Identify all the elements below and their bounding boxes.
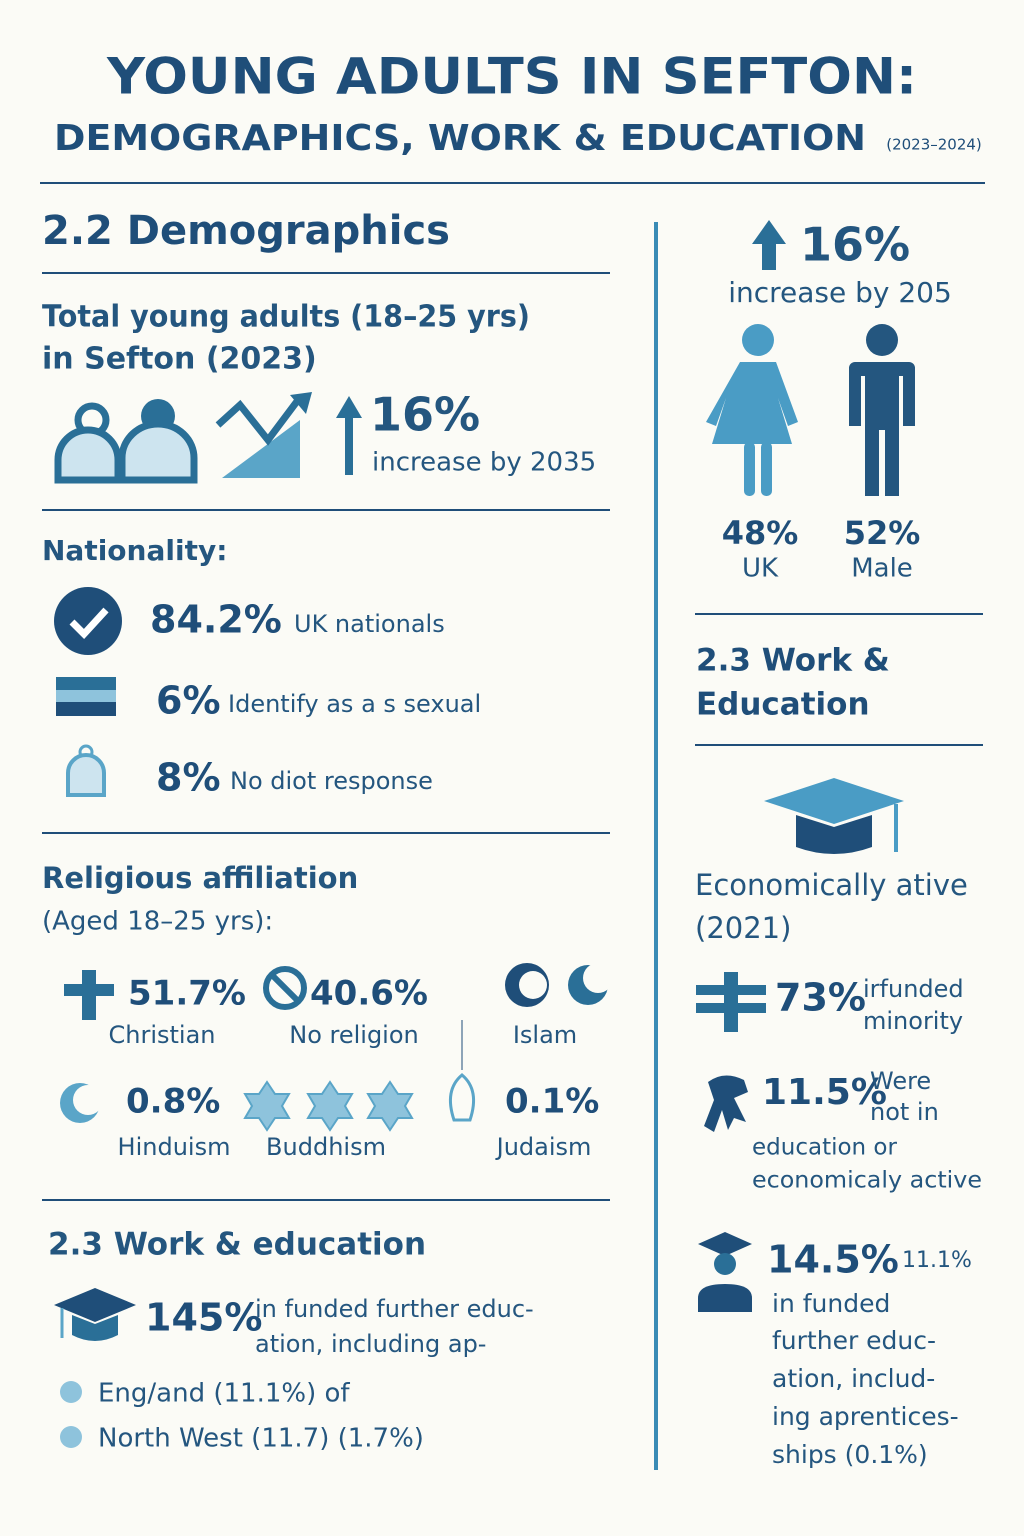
male-icon	[849, 324, 915, 496]
line: Were	[870, 1067, 931, 1095]
label: UK	[742, 554, 779, 584]
heading: 2.3 Work & education	[48, 1227, 426, 1263]
years: (2023–2024)	[886, 136, 982, 154]
subtitle: DEMOGRAPHICS, WORK & EDUCATION	[54, 118, 866, 159]
line: ation, including ap-	[255, 1330, 486, 1358]
stat-label: increase by 205	[728, 276, 952, 309]
extra: 11.1%	[902, 1248, 972, 1273]
label: Buddhism	[266, 1133, 386, 1161]
arrow-icon	[336, 396, 362, 475]
label: in Sefton (2023)	[42, 342, 317, 377]
line: in funded	[772, 1289, 890, 1318]
label: Total young adults (18–25 yrs)	[42, 300, 530, 335]
label: Male	[851, 554, 913, 584]
value: 51.7%	[128, 974, 246, 1014]
bullet: North West (11.7) (1.7%)	[98, 1424, 424, 1454]
title: YOUNG ADULTS IN SEFTON:	[106, 48, 917, 106]
label: Judaism	[495, 1133, 592, 1161]
value: 14.5%	[767, 1238, 899, 1282]
label: No diot response	[230, 767, 433, 795]
label: Economically ative	[695, 868, 968, 902]
label: Islam	[513, 1021, 577, 1049]
label: (2021)	[695, 911, 791, 945]
line: education or	[752, 1135, 898, 1161]
line: ing aprentices-	[772, 1402, 959, 1431]
bell-icon	[66, 744, 106, 797]
stat: 145%	[145, 1296, 262, 1340]
growth-icon	[215, 392, 312, 478]
check-icon	[54, 587, 122, 655]
line: not in	[870, 1098, 939, 1126]
crescent-icon	[60, 1083, 103, 1123]
line: ships (0.1%)	[772, 1440, 928, 1469]
value: 73%	[775, 976, 866, 1020]
heading: 2.2 Demographics	[42, 208, 450, 254]
equal-icon	[696, 972, 766, 1032]
label: Hinduism	[118, 1133, 231, 1161]
stat: 16%	[370, 388, 480, 442]
heading: Education	[696, 687, 870, 723]
heading: Religious affiliation	[42, 861, 358, 895]
cross-icon	[64, 970, 114, 1020]
bullet: Eng/and (11.1%) of	[98, 1379, 350, 1409]
label: Identify as a s sexual	[228, 690, 481, 718]
arrow-icon	[752, 220, 786, 270]
line: further educ-	[772, 1326, 936, 1355]
line: irfunded	[863, 975, 964, 1003]
people-icon	[54, 399, 198, 484]
subheading: (Aged 18–25 yrs):	[42, 907, 273, 937]
heading: Nationality:	[42, 534, 227, 567]
stat: 16%	[800, 218, 910, 272]
stat-label: increase by 2035	[372, 448, 596, 478]
cap-icon	[764, 778, 904, 854]
value: 6%	[156, 679, 221, 723]
line: economicaly active	[752, 1168, 982, 1194]
graduate-icon	[698, 1232, 752, 1312]
label: UK nationals	[294, 610, 445, 638]
flag-icon	[56, 677, 116, 716]
value: 8%	[156, 756, 221, 800]
label: Christian	[108, 1021, 215, 1049]
line: ation, includ-	[772, 1364, 935, 1393]
value: 40.6%	[310, 974, 428, 1014]
no-icon	[263, 966, 307, 1010]
female-icon	[706, 324, 798, 496]
value: 52%	[844, 514, 921, 552]
bullet-icon	[60, 1381, 82, 1448]
moon-icon	[505, 963, 613, 1007]
star-icons	[243, 1080, 414, 1132]
value: 48%	[722, 514, 799, 552]
value: 11.5%	[762, 1072, 887, 1113]
cap-icon	[54, 1288, 136, 1341]
line: in funded further educ-	[255, 1295, 534, 1323]
heading: 2.3 Work &	[696, 643, 890, 679]
label: No religion	[289, 1021, 419, 1049]
ribbon-icon	[704, 1075, 748, 1132]
value: 0.8%	[126, 1082, 220, 1122]
value: 84.2%	[150, 598, 282, 642]
lamp-icon	[448, 1073, 476, 1122]
value: 0.1%	[505, 1082, 599, 1122]
line: minority	[863, 1007, 963, 1035]
